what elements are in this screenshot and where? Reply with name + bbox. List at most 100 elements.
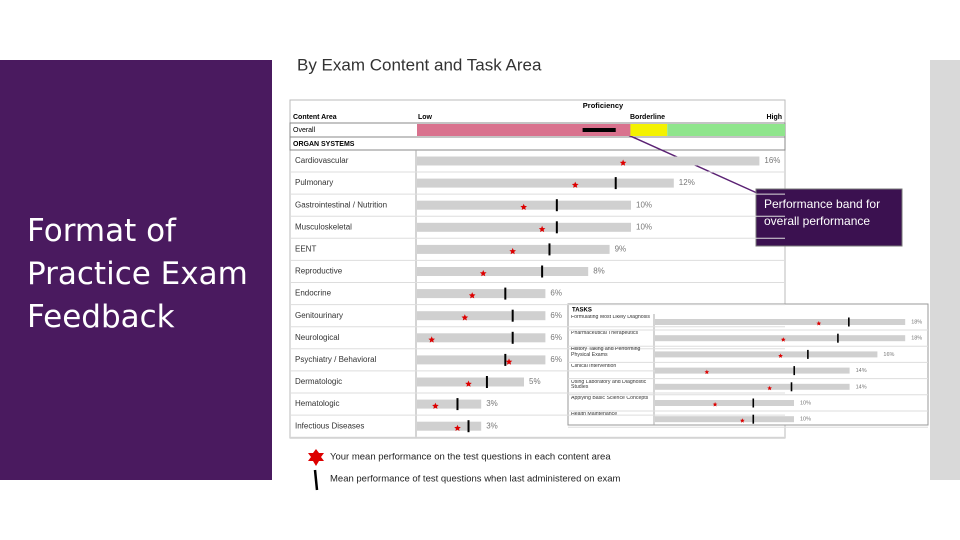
task-label: Applying Basic Science Concepts bbox=[571, 396, 649, 401]
weight-bar bbox=[417, 333, 546, 343]
task-label: History Taking and Performing Physical E… bbox=[571, 347, 641, 358]
mean-mark bbox=[793, 366, 796, 376]
mean-mark bbox=[790, 382, 793, 392]
task-label-box: Health Maintenance bbox=[571, 412, 618, 418]
row-label: Dermatologic bbox=[295, 377, 342, 386]
row-label: Cardiovascular bbox=[295, 156, 349, 165]
mean-mark bbox=[848, 317, 850, 327]
task-label: Clinical Intervention bbox=[571, 363, 617, 369]
weight-label: 6% bbox=[550, 289, 562, 298]
weight-label: 18% bbox=[911, 319, 922, 325]
task-label: Using Laboratory and Diagnostic Studies bbox=[571, 379, 647, 391]
overall-band bbox=[582, 128, 616, 132]
weight-bar bbox=[655, 416, 794, 423]
task-label: Pharmaceutical Therapeutics bbox=[571, 331, 639, 337]
legend-score: Your mean performance on the test questi… bbox=[330, 452, 611, 463]
row-label: Gastrointestinal / Nutrition bbox=[295, 200, 387, 209]
task-label: Health Maintenance bbox=[571, 412, 618, 418]
weight-bar bbox=[655, 400, 794, 406]
row-label: Reproductive bbox=[295, 267, 343, 276]
row-label: Genitourinary bbox=[295, 311, 343, 320]
mean-mark bbox=[511, 331, 514, 344]
score-star bbox=[816, 321, 822, 326]
weight-label: 3% bbox=[486, 421, 498, 430]
mean-mark bbox=[467, 420, 470, 433]
mean-mark bbox=[752, 414, 755, 424]
side-panel bbox=[0, 60, 272, 480]
weight-label: 12% bbox=[679, 178, 695, 187]
header-borderline: Borderline bbox=[630, 114, 665, 121]
mean-mark bbox=[504, 287, 507, 300]
score-star bbox=[465, 380, 472, 387]
weight-bar bbox=[655, 367, 850, 374]
score-star bbox=[704, 369, 710, 375]
row-label: Psychiatry / Behavioral bbox=[295, 355, 377, 364]
overall-label: Overall bbox=[293, 127, 316, 134]
row-label: Neurological bbox=[295, 333, 340, 342]
weight-bar bbox=[417, 311, 546, 321]
score-star bbox=[778, 353, 783, 358]
header-proficiency: Proficiency bbox=[583, 101, 624, 110]
weight-label: 9% bbox=[615, 245, 627, 254]
weight-bar bbox=[417, 289, 546, 299]
weight-label: 6% bbox=[550, 311, 562, 320]
mean-mark bbox=[485, 376, 488, 388]
side-strip bbox=[930, 60, 960, 480]
tasks-header: TASKS bbox=[572, 308, 592, 314]
weight-label: 14% bbox=[856, 384, 867, 390]
score-star bbox=[780, 337, 786, 342]
weight-bar bbox=[417, 355, 546, 365]
weight-label: 10% bbox=[800, 417, 811, 423]
score-star bbox=[520, 203, 527, 210]
section-label: ORGAN SYSTEMS bbox=[293, 141, 355, 148]
score-star bbox=[461, 314, 469, 321]
score-star bbox=[505, 358, 513, 365]
score-star bbox=[509, 247, 516, 255]
callout: Performance band for overall performance bbox=[764, 197, 881, 228]
callout-text: Performance band for overall performance bbox=[764, 197, 881, 228]
weight-bar bbox=[655, 335, 906, 342]
weight-label: 5% bbox=[529, 377, 541, 386]
score-star bbox=[479, 270, 487, 277]
weight-label: 3% bbox=[486, 399, 498, 408]
row-label: Pulmonary bbox=[295, 178, 333, 187]
header-high: High bbox=[766, 114, 782, 121]
zone-borderline bbox=[630, 124, 668, 136]
section-row bbox=[289, 136, 786, 151]
score-star bbox=[468, 292, 476, 299]
legend-mean: Mean performance of test questions when … bbox=[330, 474, 621, 485]
score-star bbox=[432, 402, 439, 409]
weight-label: 10% bbox=[636, 200, 652, 209]
subtitle: By Exam Content and Task Area bbox=[297, 55, 542, 74]
mean-mark bbox=[555, 199, 558, 212]
row-label: Endocrine bbox=[295, 289, 332, 298]
task-label-box: Formulating Most Likely Diagnosis bbox=[571, 315, 650, 320]
score-star bbox=[740, 418, 745, 423]
legend-mark bbox=[313, 469, 319, 491]
score-star bbox=[538, 225, 546, 233]
score-star bbox=[767, 385, 772, 391]
score-star bbox=[712, 402, 718, 407]
weight-label: 8% bbox=[593, 267, 605, 276]
mean-mark bbox=[752, 398, 755, 408]
score-star bbox=[454, 424, 461, 431]
score-star bbox=[619, 159, 627, 166]
mean-mark bbox=[614, 177, 617, 190]
task-label-box: Using Laboratory and Diagnostic Studies bbox=[571, 379, 647, 391]
header-content: Content Area bbox=[293, 114, 337, 121]
zone-low bbox=[417, 124, 631, 136]
weight-bar bbox=[655, 383, 850, 390]
mean-mark bbox=[807, 349, 809, 359]
weight-bar bbox=[655, 319, 906, 325]
weight-label: 16% bbox=[764, 156, 780, 165]
callout-box bbox=[755, 188, 903, 247]
legend-star bbox=[308, 449, 324, 466]
row-label: Musculoskeletal bbox=[295, 222, 352, 231]
weight-label: 14% bbox=[856, 368, 867, 374]
mean-mark bbox=[456, 398, 459, 411]
mean-mark bbox=[541, 265, 544, 278]
weight-label: 16% bbox=[883, 352, 894, 358]
weight-bar bbox=[655, 351, 878, 358]
zone-high bbox=[667, 124, 785, 136]
